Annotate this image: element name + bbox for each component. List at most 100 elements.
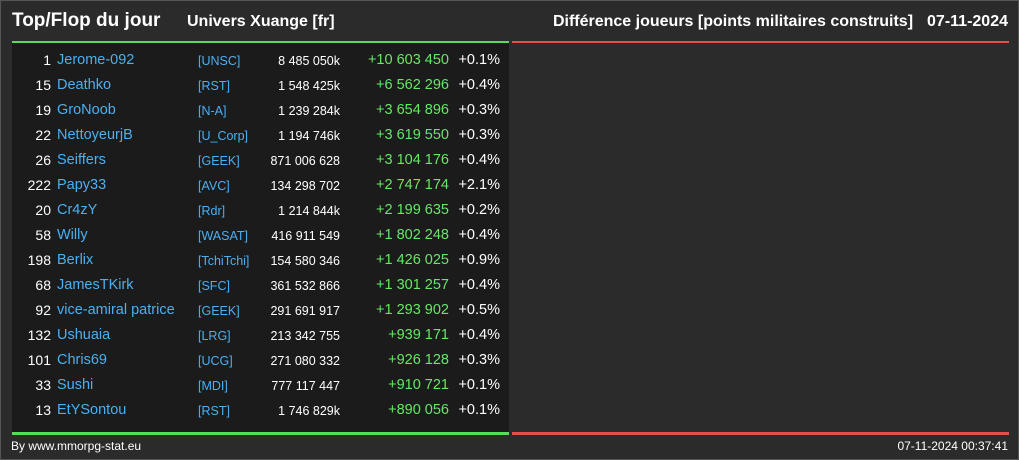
category-label: Différence joueurs [points militaires co… xyxy=(552,13,914,30)
table-row: 15 Deathko [RST] 1 548 425k +6 562 296 +0.4% xyxy=(12,73,509,98)
player-name[interactable]: Sushi xyxy=(57,377,94,393)
points-difference: +926 128 xyxy=(388,352,449,368)
player-alliance[interactable]: [WASAT] xyxy=(198,229,248,243)
points-difference: +2 747 174 xyxy=(376,177,449,193)
table-row: 101 Chris69 [UCG] 271 080 332 +926 128 +0.3% xyxy=(12,348,509,373)
table-row: 13 EtYSontou [RST] 1 746 829k +890 056 +0.1% xyxy=(12,398,509,423)
points-difference: +1 426 025 xyxy=(376,252,449,268)
player-points: 871 006 628 xyxy=(270,154,340,168)
player-points: 134 298 702 xyxy=(270,179,340,193)
percent-change: +0.4% xyxy=(458,152,500,168)
player-points: 291 691 917 xyxy=(270,304,340,318)
percent-change: +0.4% xyxy=(458,77,500,93)
top-divider-red xyxy=(512,41,1009,44)
player-alliance[interactable]: [GEEK] xyxy=(198,154,240,168)
percent-change: +0.1% xyxy=(458,377,500,393)
player-name[interactable]: JamesTKirk xyxy=(57,277,134,293)
player-points: 154 580 346 xyxy=(270,254,340,268)
table-row: 33 Sushi [MDI] 777 117 447 +910 721 +0.1% xyxy=(12,373,509,398)
percent-change: +0.9% xyxy=(458,252,500,268)
player-points: 361 532 866 xyxy=(270,279,340,293)
player-points: 1 746 829k xyxy=(278,404,340,418)
player-name[interactable]: Chris69 xyxy=(57,352,107,368)
flop-players-panel xyxy=(512,43,1009,433)
player-points: 271 080 332 xyxy=(270,354,340,368)
player-alliance[interactable]: [N-A] xyxy=(198,104,227,118)
player-name[interactable]: Cr4zY xyxy=(57,202,98,218)
points-difference: +1 301 257 xyxy=(376,277,449,293)
player-alliance[interactable]: [LRG] xyxy=(198,329,231,343)
player-name[interactable]: Berlix xyxy=(57,252,94,268)
bottom-divider-red xyxy=(512,432,1009,435)
player-points: 1 548 425k xyxy=(278,79,340,93)
player-alliance[interactable]: [MDI] xyxy=(198,379,228,393)
player-name[interactable]: Papy33 xyxy=(57,177,107,193)
player-alliance[interactable]: [RST] xyxy=(198,79,230,93)
player-rank: 15 xyxy=(35,77,51,93)
percent-change: +0.1% xyxy=(458,52,500,68)
player-rank: 198 xyxy=(27,252,51,268)
player-rank: 19 xyxy=(35,102,51,118)
percent-change: +0.1% xyxy=(458,402,500,418)
player-rank: 1 xyxy=(43,52,51,68)
player-alliance[interactable]: [Rdr] xyxy=(198,204,226,218)
table-row: 20 Cr4zY [Rdr] 1 214 844k +2 199 635 +0.2% xyxy=(12,198,509,223)
player-name[interactable]: Willy xyxy=(57,227,88,243)
bottom-divider-green xyxy=(12,432,509,435)
player-alliance[interactable]: [TchiTchi] xyxy=(198,254,250,268)
points-difference: +1 802 248 xyxy=(376,227,449,243)
player-name[interactable]: GroNoob xyxy=(57,102,116,118)
universe-label: Univers Xuange [fr] xyxy=(187,13,335,30)
player-name[interactable]: vice-amiral patrice xyxy=(57,302,175,318)
player-rank: 132 xyxy=(27,327,51,343)
footer-timestamp: 07-11-2024 00:37:41 xyxy=(897,439,1008,453)
top-divider-green xyxy=(12,41,509,44)
player-alliance[interactable]: [U_Corp] xyxy=(198,129,249,143)
table-row: 198 Berlix [TchiTchi] 154 580 346 +1 426 025… xyxy=(12,248,509,273)
player-alliance[interactable]: [GEEK] xyxy=(198,304,240,318)
player-name[interactable]: EtYSontou xyxy=(57,402,127,418)
player-alliance[interactable]: [UCG] xyxy=(198,354,233,368)
player-rank: 92 xyxy=(35,302,51,318)
table-row: 22 NettoyeurjB [U_Corp] 1 194 746k +3 619 55… xyxy=(12,123,509,148)
player-points: 8 485 050k xyxy=(278,54,340,68)
player-alliance[interactable]: [AVC] xyxy=(198,179,230,193)
points-difference: +3 104 176 xyxy=(376,152,449,168)
player-alliance[interactable]: [UNSC] xyxy=(198,54,241,68)
player-rank: 22 xyxy=(35,127,51,143)
table-row: 68 JamesTKirk [SFC] 361 532 866 +1 301 257 +0… xyxy=(12,273,509,298)
header-date: 07-11-2024 xyxy=(927,13,1008,30)
percent-change: +0.4% xyxy=(458,227,500,243)
table-row: 132 Ushuaia [LRG] 213 342 755 +939 171 +0.4% xyxy=(12,323,509,348)
percent-change: +0.3% xyxy=(458,102,500,118)
table-row: 26 Seiffers [GEEK] 871 006 628 +3 104 176 +0.… xyxy=(12,148,509,173)
percent-change: +0.3% xyxy=(458,127,500,143)
points-difference: +10 603 450 xyxy=(367,52,449,68)
player-rank: 222 xyxy=(27,177,51,193)
player-name[interactable]: Seiffers xyxy=(57,152,106,168)
player-rank: 58 xyxy=(35,227,51,243)
category-header: Différence joueurs [points militaires co… xyxy=(553,13,1008,31)
percent-change: +0.4% xyxy=(458,277,500,293)
player-rank: 26 xyxy=(35,152,51,168)
percent-change: +0.5% xyxy=(458,302,500,318)
points-difference: +3 654 896 xyxy=(376,102,449,118)
percent-change: +2.1% xyxy=(458,177,500,193)
table-row: 58 Willy [WASAT] 416 911 549 +1 802 248 +0.4% xyxy=(12,223,509,248)
player-rank: 68 xyxy=(35,277,51,293)
points-difference: +939 171 xyxy=(388,327,449,343)
header: Top/Flop du jour Univers Xuange [fr] Dif… xyxy=(1,1,1018,41)
player-name[interactable]: Deathko xyxy=(57,77,112,93)
player-alliance[interactable]: [SFC] xyxy=(198,279,230,293)
player-rank: 33 xyxy=(35,377,51,393)
points-difference: +890 056 xyxy=(388,402,449,418)
player-points: 777 117 447 xyxy=(271,379,340,393)
player-alliance[interactable]: [RST] xyxy=(198,404,230,418)
player-name[interactable]: Ushuaia xyxy=(57,327,111,343)
points-difference: +2 199 635 xyxy=(376,202,449,218)
player-name[interactable]: Jerome-092 xyxy=(57,52,135,68)
points-difference: +6 562 296 xyxy=(376,77,449,93)
table-row: 222 Papy33 [AVC] 134 298 702 +2 747 174 +2.1% xyxy=(12,173,509,198)
player-name[interactable]: NettoyeurjB xyxy=(57,127,133,143)
